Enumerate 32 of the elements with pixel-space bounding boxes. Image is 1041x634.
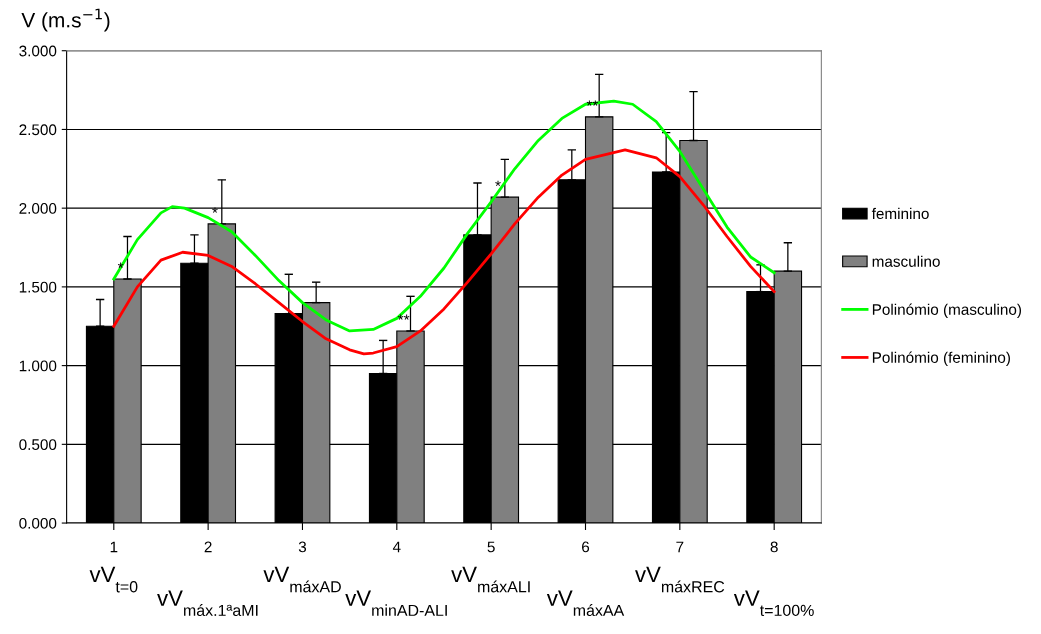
x-tick-label: 5	[487, 541, 495, 553]
text: vVmáxAA	[546, 590, 625, 617]
y-tick-label: 1.000	[19, 360, 57, 372]
y-axis-title: V (m.s$^{−1}$)	[21, 8, 110, 32]
legend-label: masculino	[872, 255, 940, 267]
y-tick-label: 0.500	[19, 439, 57, 451]
text: vVmáxAD	[263, 566, 341, 593]
text: vVt=100%	[733, 590, 814, 617]
legend-label: feminino	[871, 207, 929, 220]
x-tick-label: 1	[110, 541, 118, 553]
data-label: *	[212, 207, 218, 213]
x-tick-label: 6	[582, 541, 590, 553]
line-series	[112, 148, 776, 356]
x-tick-label: 3	[298, 541, 307, 553]
x-tick-label: 4	[392, 541, 401, 553]
legend-label: Polinómio (masculino)	[872, 303, 1022, 318]
y-tick-label: 3.000	[19, 45, 57, 57]
x-tick-label: 2	[204, 541, 212, 553]
text: vVt=0	[89, 566, 138, 593]
y-tick-label: 0.000	[19, 517, 57, 529]
y-tick-label: 2.500	[19, 124, 57, 136]
text: vVmáxALI	[451, 566, 530, 593]
legend-label: Polinómio (feminino)	[872, 351, 1010, 366]
text: vVmáx.1ªaMI	[157, 590, 258, 617]
data-label: *	[495, 180, 501, 187]
line-series	[112, 99, 776, 333]
text: vVmáxREC	[635, 566, 725, 593]
y-tick-label: 2.000	[19, 203, 57, 214]
y-tick-label: 1.500	[19, 281, 57, 293]
x-tick-label: 7	[676, 541, 684, 553]
x-tick-label: 8	[770, 541, 778, 553]
text: vVminAD-ALI	[345, 590, 447, 616]
